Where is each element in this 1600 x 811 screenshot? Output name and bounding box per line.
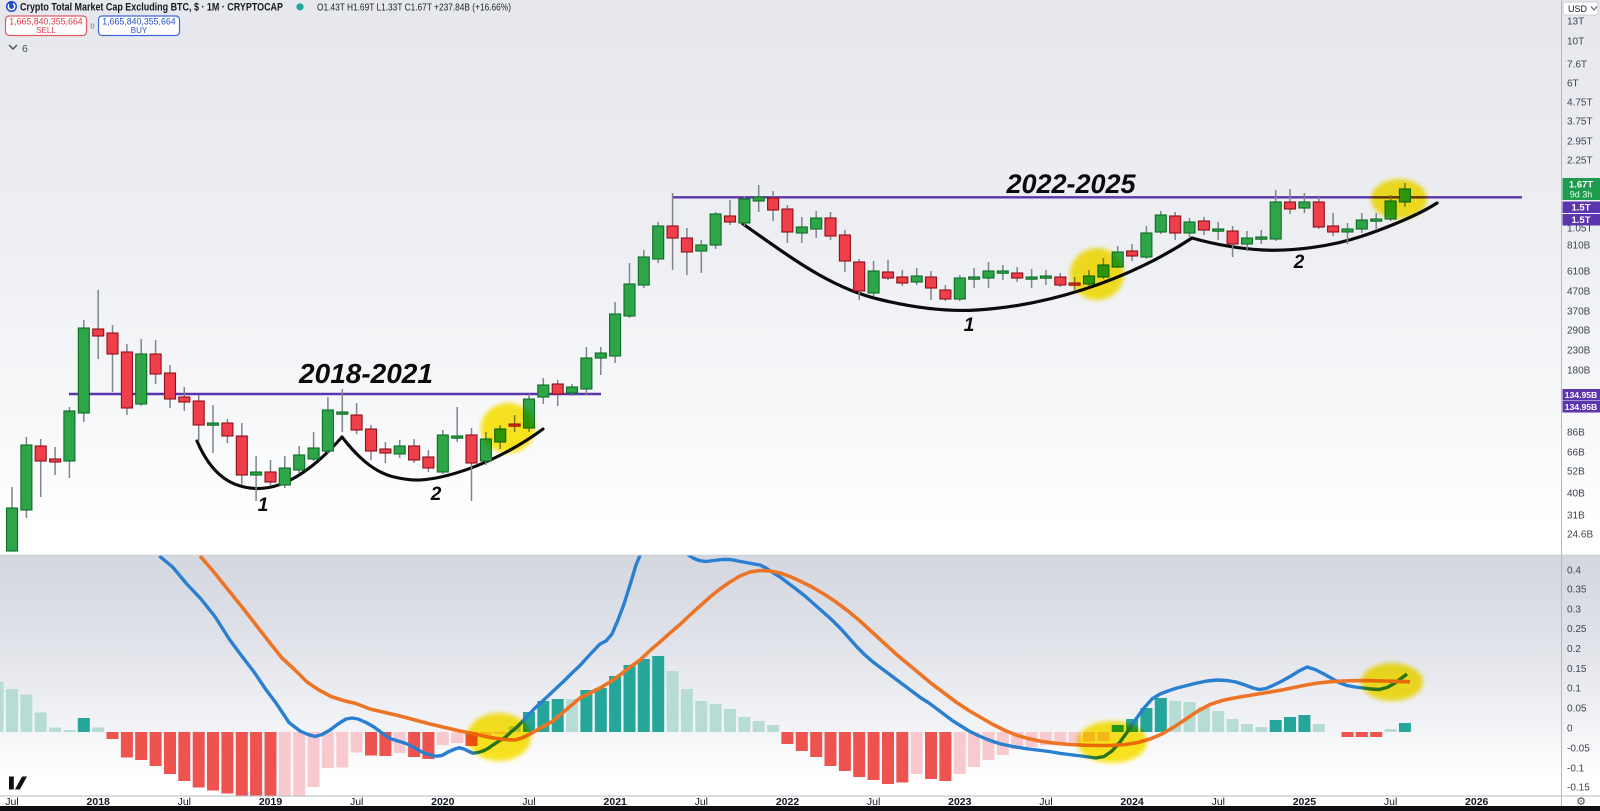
svg-text:2: 2: [430, 484, 442, 505]
svg-text:O1.43T H1.69T L1.33T C1.67T +2: O1.43T H1.69T L1.33T C1.67T +237.84B (+1…: [317, 3, 511, 14]
svg-text:⚙: ⚙: [1576, 796, 1586, 808]
svg-text:0.3: 0.3: [1567, 605, 1581, 616]
svg-text:Jul: Jul: [178, 796, 191, 808]
svg-text:1,665,840,355,664: 1,665,840,355,664: [9, 17, 82, 27]
svg-text:0.15: 0.15: [1567, 664, 1587, 675]
svg-text:2: 2: [1293, 252, 1305, 273]
svg-text:1,665,840,355,664: 1,665,840,355,664: [102, 17, 175, 27]
svg-text:SELL: SELL: [36, 26, 56, 35]
svg-text:0.2: 0.2: [1567, 644, 1581, 655]
svg-text:Jul: Jul: [5, 796, 18, 808]
svg-text:1.67T: 1.67T: [1569, 180, 1593, 191]
svg-text:0.35: 0.35: [1567, 585, 1587, 596]
svg-text:1: 1: [258, 495, 269, 516]
svg-text:Jul: Jul: [1039, 796, 1052, 808]
svg-text:3.75T: 3.75T: [1567, 117, 1593, 128]
svg-text:Jul: Jul: [522, 796, 535, 808]
svg-text:Jul: Jul: [1212, 796, 1225, 808]
svg-text:6T: 6T: [1567, 79, 1579, 90]
svg-text:290B: 290B: [1567, 326, 1591, 337]
svg-text:370B: 370B: [1567, 307, 1591, 318]
svg-text:0: 0: [90, 22, 94, 31]
svg-text:31B: 31B: [1567, 511, 1585, 522]
svg-text:4.75T: 4.75T: [1567, 98, 1593, 109]
svg-text:2.95T: 2.95T: [1567, 137, 1593, 148]
svg-text:52B: 52B: [1567, 467, 1585, 478]
svg-text:2026: 2026: [1465, 796, 1489, 808]
svg-text:810B: 810B: [1567, 241, 1591, 252]
svg-text:230B: 230B: [1567, 346, 1591, 357]
svg-text:10T: 10T: [1567, 37, 1584, 48]
svg-text:0: 0: [1567, 724, 1573, 735]
svg-text:40B: 40B: [1567, 489, 1585, 500]
svg-text:134.95B: 134.95B: [1565, 390, 1598, 400]
svg-text:2019: 2019: [259, 796, 283, 808]
svg-text:7.6T: 7.6T: [1567, 60, 1587, 71]
svg-text:6: 6: [22, 43, 28, 55]
svg-text:0.1: 0.1: [1567, 684, 1581, 695]
svg-text:1.5T: 1.5T: [1571, 203, 1590, 214]
svg-text:1.5T: 1.5T: [1571, 215, 1590, 226]
svg-text:1: 1: [964, 315, 975, 336]
svg-text:1.05T: 1.05T: [1567, 224, 1593, 235]
svg-text:86B: 86B: [1567, 428, 1585, 439]
svg-text:USD: USD: [1568, 4, 1588, 14]
svg-text:24.6B: 24.6B: [1567, 530, 1593, 541]
svg-text:-0.1: -0.1: [1567, 764, 1585, 775]
svg-text:9d 3h: 9d 3h: [1570, 190, 1593, 200]
svg-text:Jul: Jul: [350, 796, 363, 808]
svg-text:2021: 2021: [604, 796, 628, 808]
svg-text:2025: 2025: [1293, 796, 1317, 808]
svg-text:0.05: 0.05: [1567, 704, 1587, 715]
svg-text:134.95B: 134.95B: [1565, 402, 1598, 412]
svg-text:180B: 180B: [1567, 366, 1591, 377]
svg-text:2.25T: 2.25T: [1567, 156, 1593, 167]
svg-text:13T: 13T: [1567, 17, 1584, 28]
svg-text:2020: 2020: [431, 796, 455, 808]
svg-text:0.4: 0.4: [1567, 566, 1581, 577]
svg-text:Crypto Total Market Cap Exclud: Crypto Total Market Cap Excluding BTC, $…: [20, 2, 283, 14]
svg-text:Jul: Jul: [1384, 796, 1397, 808]
svg-text:2022-2025: 2022-2025: [1005, 169, 1136, 199]
svg-text:-0.15: -0.15: [1567, 783, 1590, 794]
svg-text:470B: 470B: [1567, 287, 1591, 298]
svg-text:2018-2021: 2018-2021: [298, 358, 433, 389]
svg-text:610B: 610B: [1567, 267, 1591, 278]
svg-text:Jul: Jul: [867, 796, 880, 808]
svg-text:-0.05: -0.05: [1567, 744, 1590, 755]
svg-text:2023: 2023: [948, 796, 972, 808]
svg-text:BUY: BUY: [131, 26, 148, 35]
svg-text:66B: 66B: [1567, 448, 1585, 459]
svg-text:2018: 2018: [87, 796, 111, 808]
svg-text:Jul: Jul: [695, 796, 708, 808]
svg-text:2024: 2024: [1120, 796, 1144, 808]
svg-text:2022: 2022: [776, 796, 800, 808]
svg-text:0.25: 0.25: [1567, 624, 1587, 635]
